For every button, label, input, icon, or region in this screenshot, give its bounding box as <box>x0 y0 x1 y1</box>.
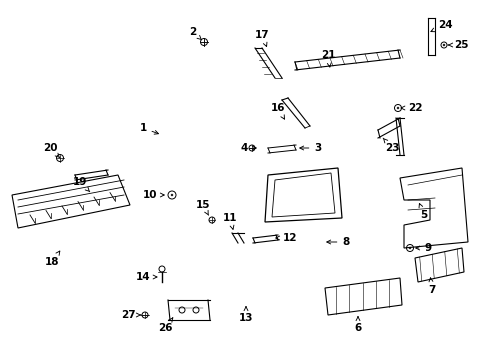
Text: 14: 14 <box>136 272 157 282</box>
Text: 2: 2 <box>189 27 201 40</box>
Text: 3: 3 <box>300 143 321 153</box>
Text: 21: 21 <box>321 50 335 67</box>
Text: 17: 17 <box>255 30 270 46</box>
Text: 22: 22 <box>401 103 422 113</box>
Text: 5: 5 <box>419 203 428 220</box>
Text: 23: 23 <box>383 138 399 153</box>
Text: 8: 8 <box>327 237 350 247</box>
Text: 12: 12 <box>276 233 297 243</box>
Text: 6: 6 <box>354 317 362 333</box>
Text: 26: 26 <box>158 318 173 333</box>
Text: 18: 18 <box>45 251 60 267</box>
Text: 7: 7 <box>428 278 436 295</box>
Text: 1: 1 <box>139 123 158 134</box>
Text: 25: 25 <box>448 40 468 50</box>
Text: 13: 13 <box>239 307 253 323</box>
Text: 24: 24 <box>431 20 452 32</box>
Text: 15: 15 <box>196 200 210 215</box>
Text: 10: 10 <box>143 190 164 200</box>
Text: 4: 4 <box>240 143 256 153</box>
Text: 9: 9 <box>416 243 432 253</box>
Text: 19: 19 <box>73 177 90 192</box>
Text: 20: 20 <box>43 143 60 158</box>
Text: 27: 27 <box>121 310 141 320</box>
Text: 16: 16 <box>271 103 285 119</box>
Text: 11: 11 <box>223 213 237 229</box>
